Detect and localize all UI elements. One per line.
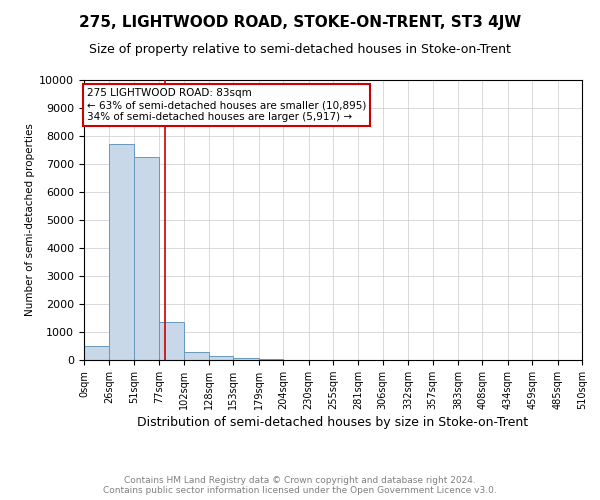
Y-axis label: Number of semi-detached properties: Number of semi-detached properties (25, 124, 35, 316)
Text: 275 LIGHTWOOD ROAD: 83sqm
← 63% of semi-detached houses are smaller (10,895)
34%: 275 LIGHTWOOD ROAD: 83sqm ← 63% of semi-… (87, 88, 367, 122)
Bar (109, 144, 134, 360)
Bar (84, 346, 109, 360)
X-axis label: Distribution of semi-detached houses by size in Stoke-on-Trent: Distribution of semi-detached houses by … (137, 416, 529, 429)
Bar (134, 157, 159, 360)
Bar (209, 356, 233, 360)
Text: 275, LIGHTWOOD ROAD, STOKE-ON-TRENT, ST3 4JW: 275, LIGHTWOOD ROAD, STOKE-ON-TRENT, ST3… (79, 15, 521, 30)
Bar (233, 358, 259, 360)
Bar (259, 358, 283, 360)
Bar (159, 322, 184, 360)
Bar (184, 352, 209, 360)
Text: Contains HM Land Registry data © Crown copyright and database right 2024.
Contai: Contains HM Land Registry data © Crown c… (103, 476, 497, 495)
Text: Size of property relative to semi-detached houses in Stoke-on-Trent: Size of property relative to semi-detach… (89, 42, 511, 56)
